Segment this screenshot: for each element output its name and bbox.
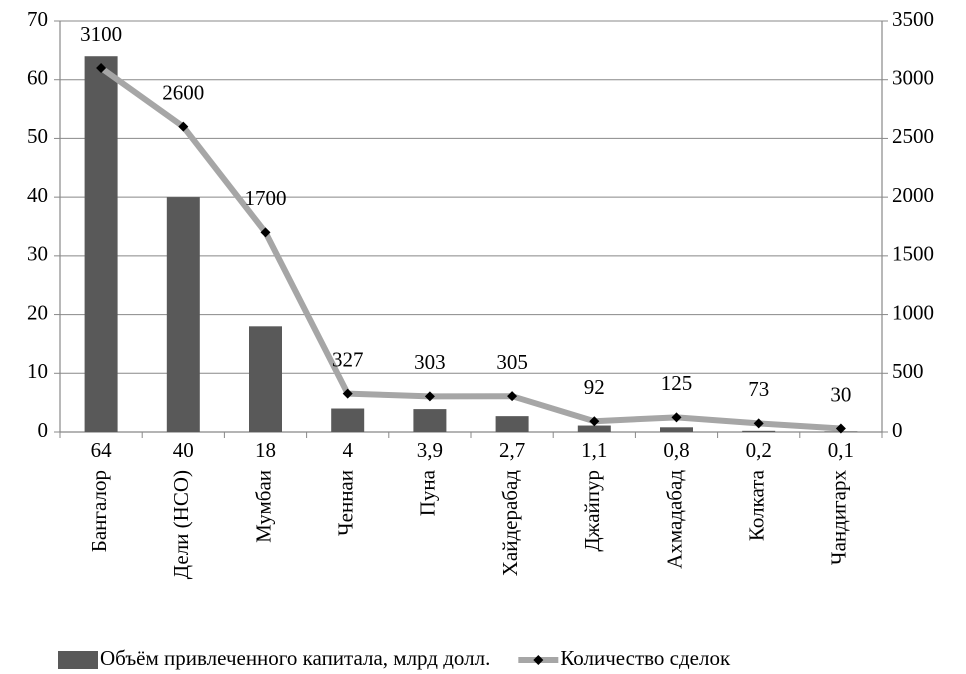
line-marker: [260, 227, 271, 238]
bar-value-label: 2,7: [499, 438, 525, 462]
line-value-label: 327: [332, 347, 364, 371]
line: [99, 65, 842, 432]
line-value-label: 125: [661, 371, 693, 395]
legend-label: Объём привлеченного капитала, млрд долл.: [100, 646, 490, 670]
bar: [742, 430, 776, 432]
x-tick-label: Ахмадабад: [662, 470, 686, 569]
x-tick-label: Бангалор: [87, 470, 111, 552]
line-marker: [589, 416, 600, 427]
bar: [660, 427, 693, 432]
y2-tick-label: 1500: [892, 242, 934, 266]
line-value-label: 1700: [245, 186, 287, 210]
line-value-label: 30: [830, 382, 851, 406]
line-marker: [96, 62, 107, 73]
line-marker: [507, 391, 518, 402]
bar: [249, 326, 282, 432]
y2-tick-label: 1000: [892, 300, 934, 324]
bar: [577, 425, 611, 432]
y2-tick-label: 0: [892, 418, 903, 442]
line-value-label: 303: [414, 350, 446, 374]
y-tick-label: 20: [27, 300, 48, 324]
legend-label: Количество сделок: [560, 646, 731, 670]
bar-value-label: 3,9: [417, 438, 443, 462]
x-tick-label: Ченнаи: [334, 470, 358, 536]
line-value-label: 305: [496, 350, 528, 374]
x-tick-label: Пуна: [416, 469, 440, 516]
y-tick-label: 10: [27, 359, 48, 383]
bar-value-label: 0,1: [828, 438, 854, 462]
legend-swatch: [58, 651, 98, 669]
bar: [84, 56, 118, 432]
bar: [413, 409, 447, 432]
y-tick-label: 70: [27, 7, 48, 31]
y-tick-label: 50: [27, 124, 48, 148]
line-marker: [424, 391, 435, 402]
y2-tick-label: 2500: [892, 124, 934, 148]
bar-value-label: 4: [342, 438, 353, 462]
bar: [495, 416, 529, 432]
y-tick-label: 60: [27, 66, 48, 90]
bar-value-label: 64: [91, 438, 113, 462]
legend-marker: [533, 655, 544, 665]
y-tick-label: 40: [27, 183, 48, 207]
line-marker: [671, 412, 682, 423]
bar-value-label: 0,2: [746, 438, 772, 462]
y2-tick-label: 3500: [892, 7, 934, 31]
line-value-label: 3100: [80, 22, 122, 46]
bar: [166, 197, 200, 432]
bar-value-label: 40: [173, 438, 194, 462]
bar-value-label: 1,1: [581, 438, 607, 462]
y-tick-label: 0: [38, 418, 49, 442]
bar-value-label: 18: [255, 438, 276, 462]
line-value-label: 92: [584, 375, 605, 399]
line-value-label: 2600: [162, 80, 204, 104]
y2-tick-label: 500: [892, 359, 924, 383]
line-marker: [835, 423, 846, 434]
x-tick-label: Хайдерабад: [498, 470, 522, 577]
x-tick-label: Чандигарх: [827, 470, 851, 566]
y2-tick-label: 3000: [892, 66, 934, 90]
line-marker: [178, 121, 189, 132]
x-tick-label: Джайпур: [580, 470, 604, 552]
x-tick-label: Мумбаи: [251, 470, 275, 543]
y2-tick-label: 2000: [892, 183, 934, 207]
x-tick-label: Колката: [745, 469, 769, 541]
y-tick-label: 30: [27, 242, 48, 266]
bar: [331, 408, 365, 432]
x-tick-label: Дели (НСО): [169, 470, 193, 579]
bar-value-label: 0,8: [663, 438, 689, 462]
line-marker: [753, 418, 764, 429]
line-value-label: 73: [748, 377, 769, 401]
line-marker: [342, 388, 353, 399]
